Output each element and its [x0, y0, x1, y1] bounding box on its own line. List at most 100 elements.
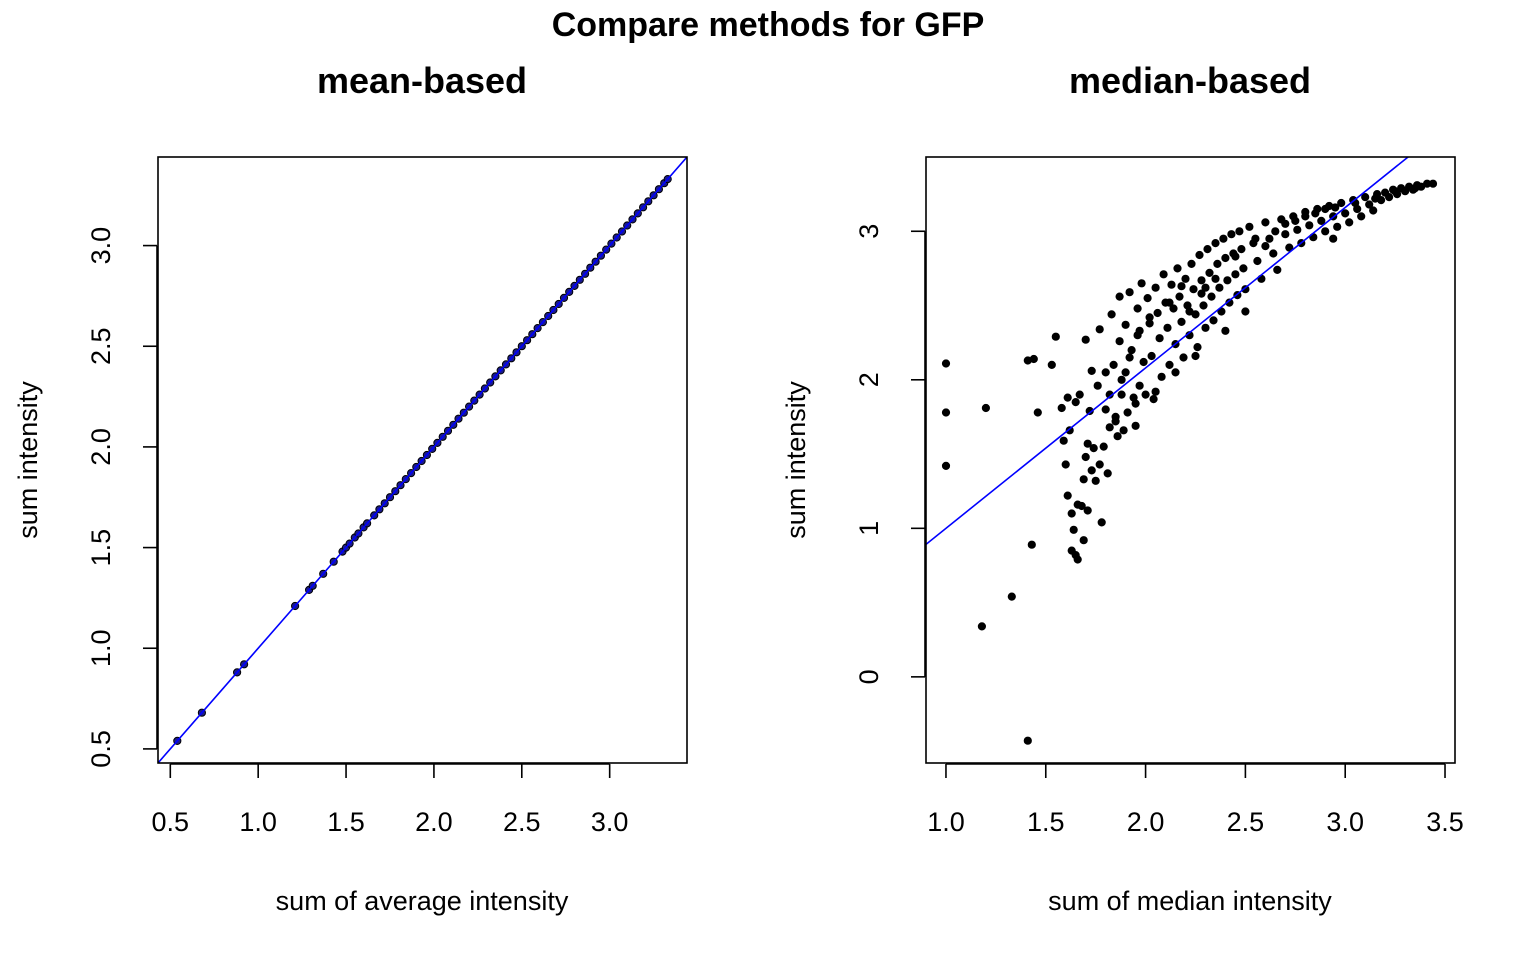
data-point — [977, 622, 987, 631]
panel-title: mean-based — [317, 60, 527, 101]
data-point — [1075, 390, 1084, 399]
data-point — [1101, 368, 1110, 377]
x-tick-label: 1.5 — [1027, 807, 1065, 837]
data-point — [1119, 426, 1128, 435]
data-point — [1147, 351, 1156, 361]
data-point — [1061, 460, 1070, 469]
data-point — [1149, 395, 1158, 404]
data-point — [1131, 399, 1140, 408]
y-tick-label: 3 — [854, 224, 884, 239]
x-tick-label: 1.0 — [927, 807, 965, 837]
y-tick-label: 2 — [854, 372, 884, 387]
data-point — [1057, 403, 1066, 413]
figure-title: Compare methods for GFP — [552, 6, 985, 44]
data-point — [1117, 390, 1126, 399]
data-point — [1213, 259, 1222, 268]
data-point — [1365, 200, 1374, 209]
x-tick-label: 3.0 — [591, 807, 629, 837]
data-point — [1141, 390, 1150, 399]
y-axis-label: sum intensity — [781, 381, 811, 539]
data-point — [1301, 212, 1310, 221]
data-point — [1185, 307, 1194, 316]
data-point — [1231, 252, 1240, 261]
data-point — [941, 359, 951, 368]
data-point — [1173, 264, 1182, 273]
data-point — [1109, 360, 1118, 369]
plot-frame — [157, 156, 688, 764]
data-point — [1099, 442, 1108, 451]
data-point — [1007, 592, 1016, 601]
data-point — [1317, 216, 1326, 225]
data-point — [1241, 285, 1250, 294]
data-point — [1357, 212, 1366, 221]
data-point — [1333, 222, 1342, 231]
data-point — [1291, 216, 1300, 225]
data-point — [1201, 283, 1210, 292]
data-point — [1163, 323, 1172, 332]
data-point — [1117, 375, 1126, 384]
x-tick-label: 2.5 — [1227, 807, 1265, 837]
data-point — [1321, 204, 1330, 214]
y-tick-label: 1.5 — [86, 529, 116, 567]
data-point — [1261, 242, 1270, 251]
data-point — [1157, 372, 1166, 381]
data-point — [1271, 227, 1280, 236]
data-point — [1133, 331, 1142, 340]
data-point — [1073, 555, 1082, 564]
data-point — [1063, 491, 1072, 500]
data-point — [1151, 283, 1160, 292]
data-point — [941, 408, 951, 417]
data-point — [1331, 203, 1340, 212]
data-point — [1125, 288, 1134, 297]
x-tick-label: 2.0 — [415, 807, 453, 837]
data-point — [1187, 259, 1196, 268]
x-tick-label: 2.5 — [503, 807, 541, 837]
data-point — [1197, 289, 1206, 298]
data-point — [1269, 249, 1278, 258]
data-point — [1227, 230, 1236, 239]
data-point — [1369, 206, 1378, 215]
panel-title: median-based — [1069, 60, 1311, 101]
data-point — [1083, 506, 1092, 515]
data-point — [1153, 308, 1162, 318]
data-point — [1211, 274, 1220, 283]
data-point — [1083, 439, 1092, 448]
x-axis-label: sum of median intensity — [1048, 886, 1332, 916]
data-point — [1077, 501, 1086, 511]
data-point — [1273, 265, 1282, 274]
data-point — [1253, 256, 1262, 266]
x-tick-label: 1.5 — [327, 807, 365, 837]
data-point — [1029, 354, 1038, 364]
data-point — [1079, 475, 1088, 484]
data-point — [1211, 239, 1220, 248]
data-point — [1155, 334, 1164, 343]
x-tick-label: 1.0 — [239, 807, 277, 837]
x-axis-label: sum of average intensity — [276, 886, 569, 916]
data-point — [1139, 357, 1148, 367]
x-tick-label: 2.0 — [1127, 807, 1165, 837]
data-point — [1281, 230, 1290, 239]
data-point — [1215, 283, 1224, 292]
data-point — [1321, 227, 1330, 236]
y-tick-label: 3.0 — [86, 227, 116, 265]
data-point — [1293, 225, 1302, 234]
y-tick-label: 2.5 — [86, 327, 116, 365]
data-point — [1239, 264, 1248, 273]
data-point — [1097, 518, 1106, 527]
y-tick-label: 1.0 — [86, 629, 116, 667]
data-point — [1235, 227, 1244, 236]
x-tick-label: 3.0 — [1326, 807, 1364, 837]
data-point — [1391, 187, 1400, 196]
data-point — [1121, 368, 1130, 377]
data-point — [1115, 337, 1124, 346]
data-point — [1411, 184, 1420, 193]
data-point — [1175, 292, 1184, 301]
data-point — [941, 461, 951, 470]
data-point — [1261, 218, 1270, 227]
data-point — [1081, 452, 1090, 462]
data-point — [1137, 279, 1146, 288]
reference-line — [926, 157, 1410, 546]
data-point — [1169, 304, 1178, 313]
data-point — [1085, 406, 1094, 416]
